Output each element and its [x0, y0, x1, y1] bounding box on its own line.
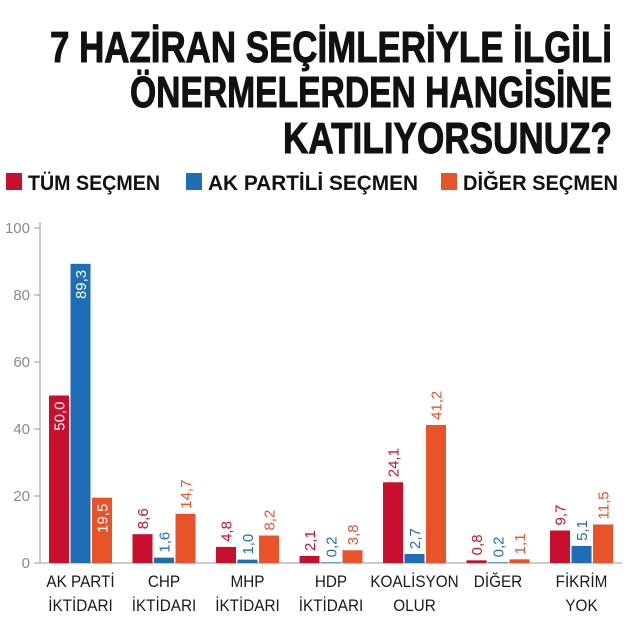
- value-label-tum-secmen-diger: 0,8: [469, 534, 486, 555]
- value-label-diger-secmen-mhp-iktidari: 8,2: [261, 510, 278, 531]
- legend-label-ak-partili-secmen: AK PARTİLİ SEÇMEN: [208, 172, 418, 195]
- category-label-chp-iktidari-line-2: İKTİDARI: [132, 595, 197, 615]
- bar-ak-partili-secmen-koalisyon-olur: [404, 553, 425, 563]
- category-label-hdp-iktidari-line-2: İKTİDARI: [299, 595, 364, 615]
- bar-ak-partili-secmen-chp-iktidari: [154, 557, 174, 563]
- bar-diger-secmen-ak-parti-iktidari: [92, 497, 112, 563]
- bar-tum-secmen-diger: [466, 560, 487, 563]
- category-label-diger-line-1: DİĞER: [474, 571, 522, 591]
- value-label-diger-secmen-diger: 1,1: [512, 533, 529, 554]
- bar-diger-secmen-diger: [509, 559, 530, 563]
- title-line-2: ÖNERMELERDEN HANGİSİNE: [130, 68, 612, 117]
- bar-diger-secmen-hdp-iktidari: [342, 550, 363, 563]
- legend-swatch-tum-secmen: [6, 173, 22, 190]
- value-label-ak-partili-secmen-mhp-iktidari: 1,0: [240, 534, 257, 555]
- bar-ak-partili-secmen-mhp-iktidari: [237, 559, 258, 563]
- legend-label-tum-secmen: TÜM SEÇMEN: [28, 172, 160, 195]
- y-tick-label-100: 100: [5, 220, 30, 237]
- value-labels: 50,089,319,5 8,61,614,74,81,08,22,1 0,23,8…: [51, 270, 612, 557]
- category-label-mhp-iktidari-line-2: İKTİDARI: [215, 595, 280, 615]
- value-label-tum-secmen-koalisyon-olur: 24,1: [385, 448, 402, 477]
- value-label-diger-secmen-chp-iktidari: 14,7: [178, 480, 195, 509]
- value-label-tum-secmen-hdp-iktidari: 2,1: [302, 530, 319, 551]
- bar-ak-partili-secmen-hdp-iktidari: [321, 562, 341, 563]
- category-label-koalisyon-olur-line-1: KOALİSYON: [370, 571, 458, 591]
- category-label-ak-parti-iktidari-line-1: AK PARTİ: [46, 571, 114, 591]
- y-tick-label-60: 60: [13, 354, 30, 371]
- value-label-tum-secmen-mhp-iktidari: 4,8: [218, 521, 235, 542]
- value-label-ak-partili-secmen-ak-parti-iktidari: 89,3: [73, 270, 90, 299]
- legend: TÜM SEÇMEN AK PARTİLİ SEÇMEN DİĞER SEÇME…: [6, 171, 618, 195]
- category-label-fikrim-yok-line-1: FİKRİM: [556, 571, 608, 591]
- legend-swatch-ak-partili-secmen: [186, 173, 202, 190]
- bars: [49, 263, 613, 563]
- value-label-ak-partili-secmen-diger: 0,2: [490, 536, 507, 557]
- bar-tum-secmen-hdp-iktidari: [299, 555, 320, 563]
- value-label-ak-partili-secmen-fikrim-yok: 5,1: [574, 520, 591, 541]
- legend-swatch-diger-secmen: [441, 173, 457, 190]
- y-tick-label-0: 0: [22, 555, 30, 572]
- category-label-hdp-iktidari-line-1: HDP: [315, 572, 347, 591]
- bar-diger-secmen-chp-iktidari: [175, 513, 196, 563]
- y-tick-label-80: 80: [13, 287, 30, 304]
- category-label-mhp-iktidari-line-1: MHP: [231, 572, 265, 591]
- category-label-ak-parti-iktidari-line-2: İKTİDARI: [48, 595, 113, 615]
- bar-tum-secmen-mhp-iktidari: [216, 546, 236, 563]
- value-label-ak-partili-secmen-koalisyon-olur: 2,7: [407, 528, 424, 549]
- title-line-1: 7 HAZİRAN SEÇİMLERİYLE İLGİLİ: [50, 23, 612, 72]
- bar-tum-secmen-chp-iktidari: [132, 534, 153, 563]
- value-label-diger-secmen-hdp-iktidari: 3,8: [345, 524, 362, 545]
- bar-tum-secmen-ak-parti-iktidari: [49, 395, 69, 563]
- category-label-fikrim-yok-line-2: YOK: [565, 596, 597, 615]
- bar-tum-secmen-fikrim-yok: [550, 530, 570, 563]
- bar-ak-partili-secmen-diger: [488, 562, 508, 563]
- value-label-tum-secmen-chp-iktidari: 8,6: [135, 508, 152, 529]
- value-label-diger-secmen-fikrim-yok: 11,5: [595, 491, 612, 519]
- value-label-diger-secmen-koalisyon-olur: 41,2: [428, 391, 445, 420]
- value-label-diger-secmen-ak-parti-iktidari: 19,5: [94, 504, 111, 533]
- y-tick-label-40: 40: [13, 421, 30, 438]
- value-label-ak-partili-secmen-chp-iktidari: 1,6: [156, 532, 173, 553]
- y-axis-ticks: 0 20 40 60 80 100: [5, 220, 40, 572]
- value-label-tum-secmen-fikrim-yok: 9,7: [552, 505, 569, 526]
- value-label-ak-partili-secmen-hdp-iktidari: 0,2: [323, 536, 340, 557]
- bar-ak-partili-secmen-fikrim-yok: [571, 545, 592, 563]
- y-tick-label-20: 20: [13, 488, 30, 505]
- bar-ak-partili-secmen-ak-parti-iktidari: [70, 263, 91, 563]
- bar-tum-secmen-koalisyon-olur: [383, 482, 403, 563]
- legend-label-diger-secmen: DİĞER SEÇMEN: [463, 171, 618, 195]
- title-line-3: KATILIYORSUNUZ?: [283, 114, 612, 163]
- category-label-koalisyon-olur-line-2: OLUR: [393, 596, 435, 615]
- value-label-tum-secmen-ak-parti-iktidari: 50,0: [51, 402, 68, 431]
- category-label-chp-iktidari-line-1: CHP: [148, 572, 180, 591]
- bar-diger-secmen-koalisyon-olur: [426, 424, 446, 563]
- category-labels: AK PARTİ İKTİDARI CHP İKTİDARI MHP İKTİDARI HD…: [46, 571, 607, 615]
- bar-diger-secmen-mhp-iktidari: [259, 535, 279, 563]
- chart-title: 7 HAZİRAN SEÇİMLERİYLE İLGİLİ ÖNERMELERD…: [50, 23, 613, 164]
- bar-diger-secmen-fikrim-yok: [593, 524, 613, 563]
